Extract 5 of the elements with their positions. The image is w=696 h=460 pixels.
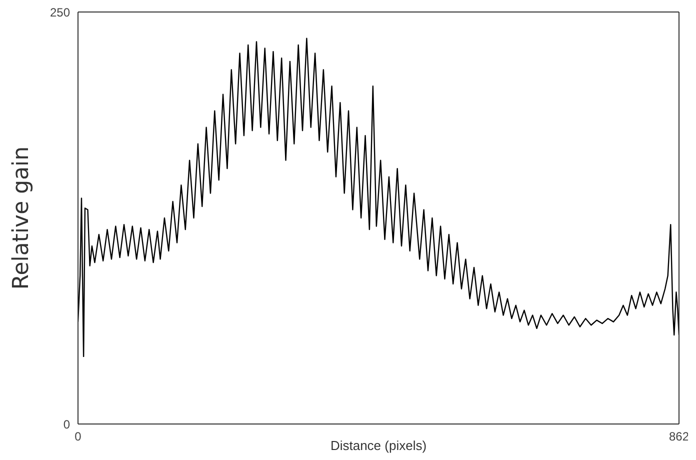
y-axis-title: Relative gain — [8, 146, 34, 290]
y-tick-label: 250 — [50, 5, 70, 20]
x-axis-title: Distance (pixels) — [330, 438, 427, 453]
line-series — [78, 38, 679, 358]
x-tick-label: 862 — [668, 430, 690, 444]
